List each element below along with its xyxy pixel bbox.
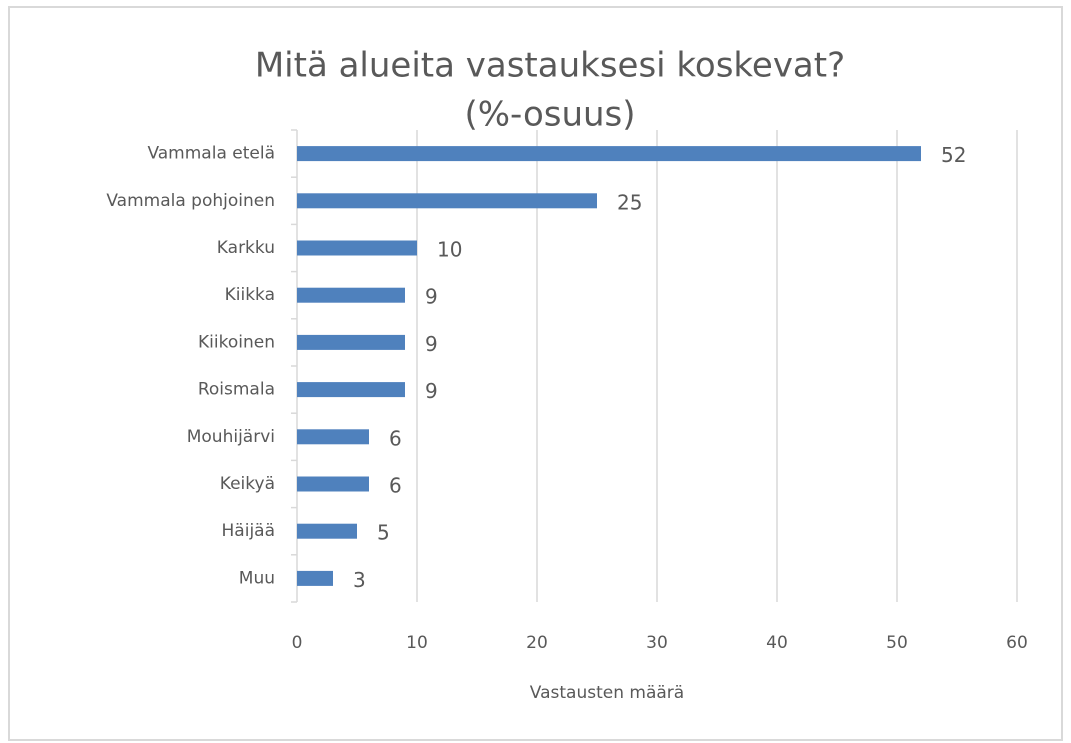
bar [297, 334, 405, 350]
y-tick-label: Karkku [217, 238, 275, 258]
y-tick-label: Vammala pohjoinen [106, 191, 275, 211]
data-label: 52 [941, 143, 966, 167]
data-label: 3 [353, 568, 366, 592]
data-label: 5 [377, 521, 390, 545]
x-tick-label: 40 [766, 633, 788, 653]
bar [297, 240, 417, 256]
y-tick-label: Roismala [198, 380, 275, 400]
bar [297, 382, 405, 398]
bar [297, 570, 333, 586]
bar [297, 476, 369, 492]
data-label: 6 [389, 474, 402, 498]
x-tick-label: 50 [886, 633, 908, 653]
bar [297, 193, 597, 209]
x-tick-label: 0 [292, 633, 303, 653]
bar [297, 146, 921, 162]
chart-subtitle: (%-osuus) [464, 95, 635, 135]
x-tick-label: 30 [646, 633, 668, 653]
x-tick-label: 60 [1006, 633, 1028, 653]
data-label: 9 [425, 332, 438, 356]
y-tick-label: Muu [239, 568, 275, 588]
bar [297, 287, 405, 303]
data-label: 9 [425, 285, 438, 309]
x-tick-label: 20 [526, 633, 548, 653]
data-label: 9 [425, 379, 438, 403]
data-label: 10 [437, 238, 462, 262]
y-tick-label: Kiikoinen [198, 332, 275, 352]
bar [297, 523, 357, 539]
y-tick-label: Häijää [222, 521, 275, 541]
chart-frame [8, 6, 1063, 741]
y-tick-label: Mouhijärvi [187, 427, 275, 447]
chart-title: Mitä alueita vastauksesi koskevat? [255, 46, 845, 86]
x-tick-label: 10 [406, 633, 428, 653]
y-tick-label: Kiikka [225, 285, 275, 305]
data-label: 25 [617, 190, 642, 214]
y-tick-label: Keikyä [220, 474, 275, 494]
bar [297, 429, 369, 445]
y-tick-label: Vammala etelä [147, 144, 275, 164]
x-axis-label: Vastausten määrä [530, 683, 684, 703]
data-label: 6 [389, 426, 402, 450]
